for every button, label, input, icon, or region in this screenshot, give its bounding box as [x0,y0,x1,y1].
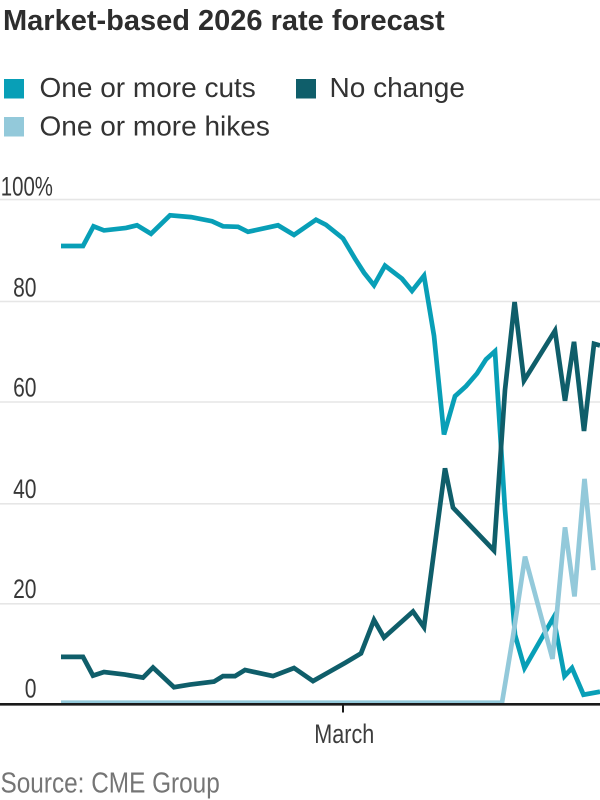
svg-text:80: 80 [13,273,36,303]
svg-text:40: 40 [13,475,36,505]
svg-text:100%: 100% [1,172,53,202]
svg-text:Source: CME Group: Source: CME Group [1,767,220,799]
svg-text:March: March [314,720,374,750]
svg-text:60: 60 [13,373,36,403]
svg-text:20: 20 [13,575,36,605]
svg-text:No change: No change [330,72,465,103]
svg-text:Market-based 2026 rate forecas: Market-based 2026 rate forecast [3,5,445,37]
svg-text:0: 0 [25,674,37,704]
svg-text:One or more hikes: One or more hikes [40,111,270,142]
svg-text:One or more cuts: One or more cuts [40,72,256,103]
